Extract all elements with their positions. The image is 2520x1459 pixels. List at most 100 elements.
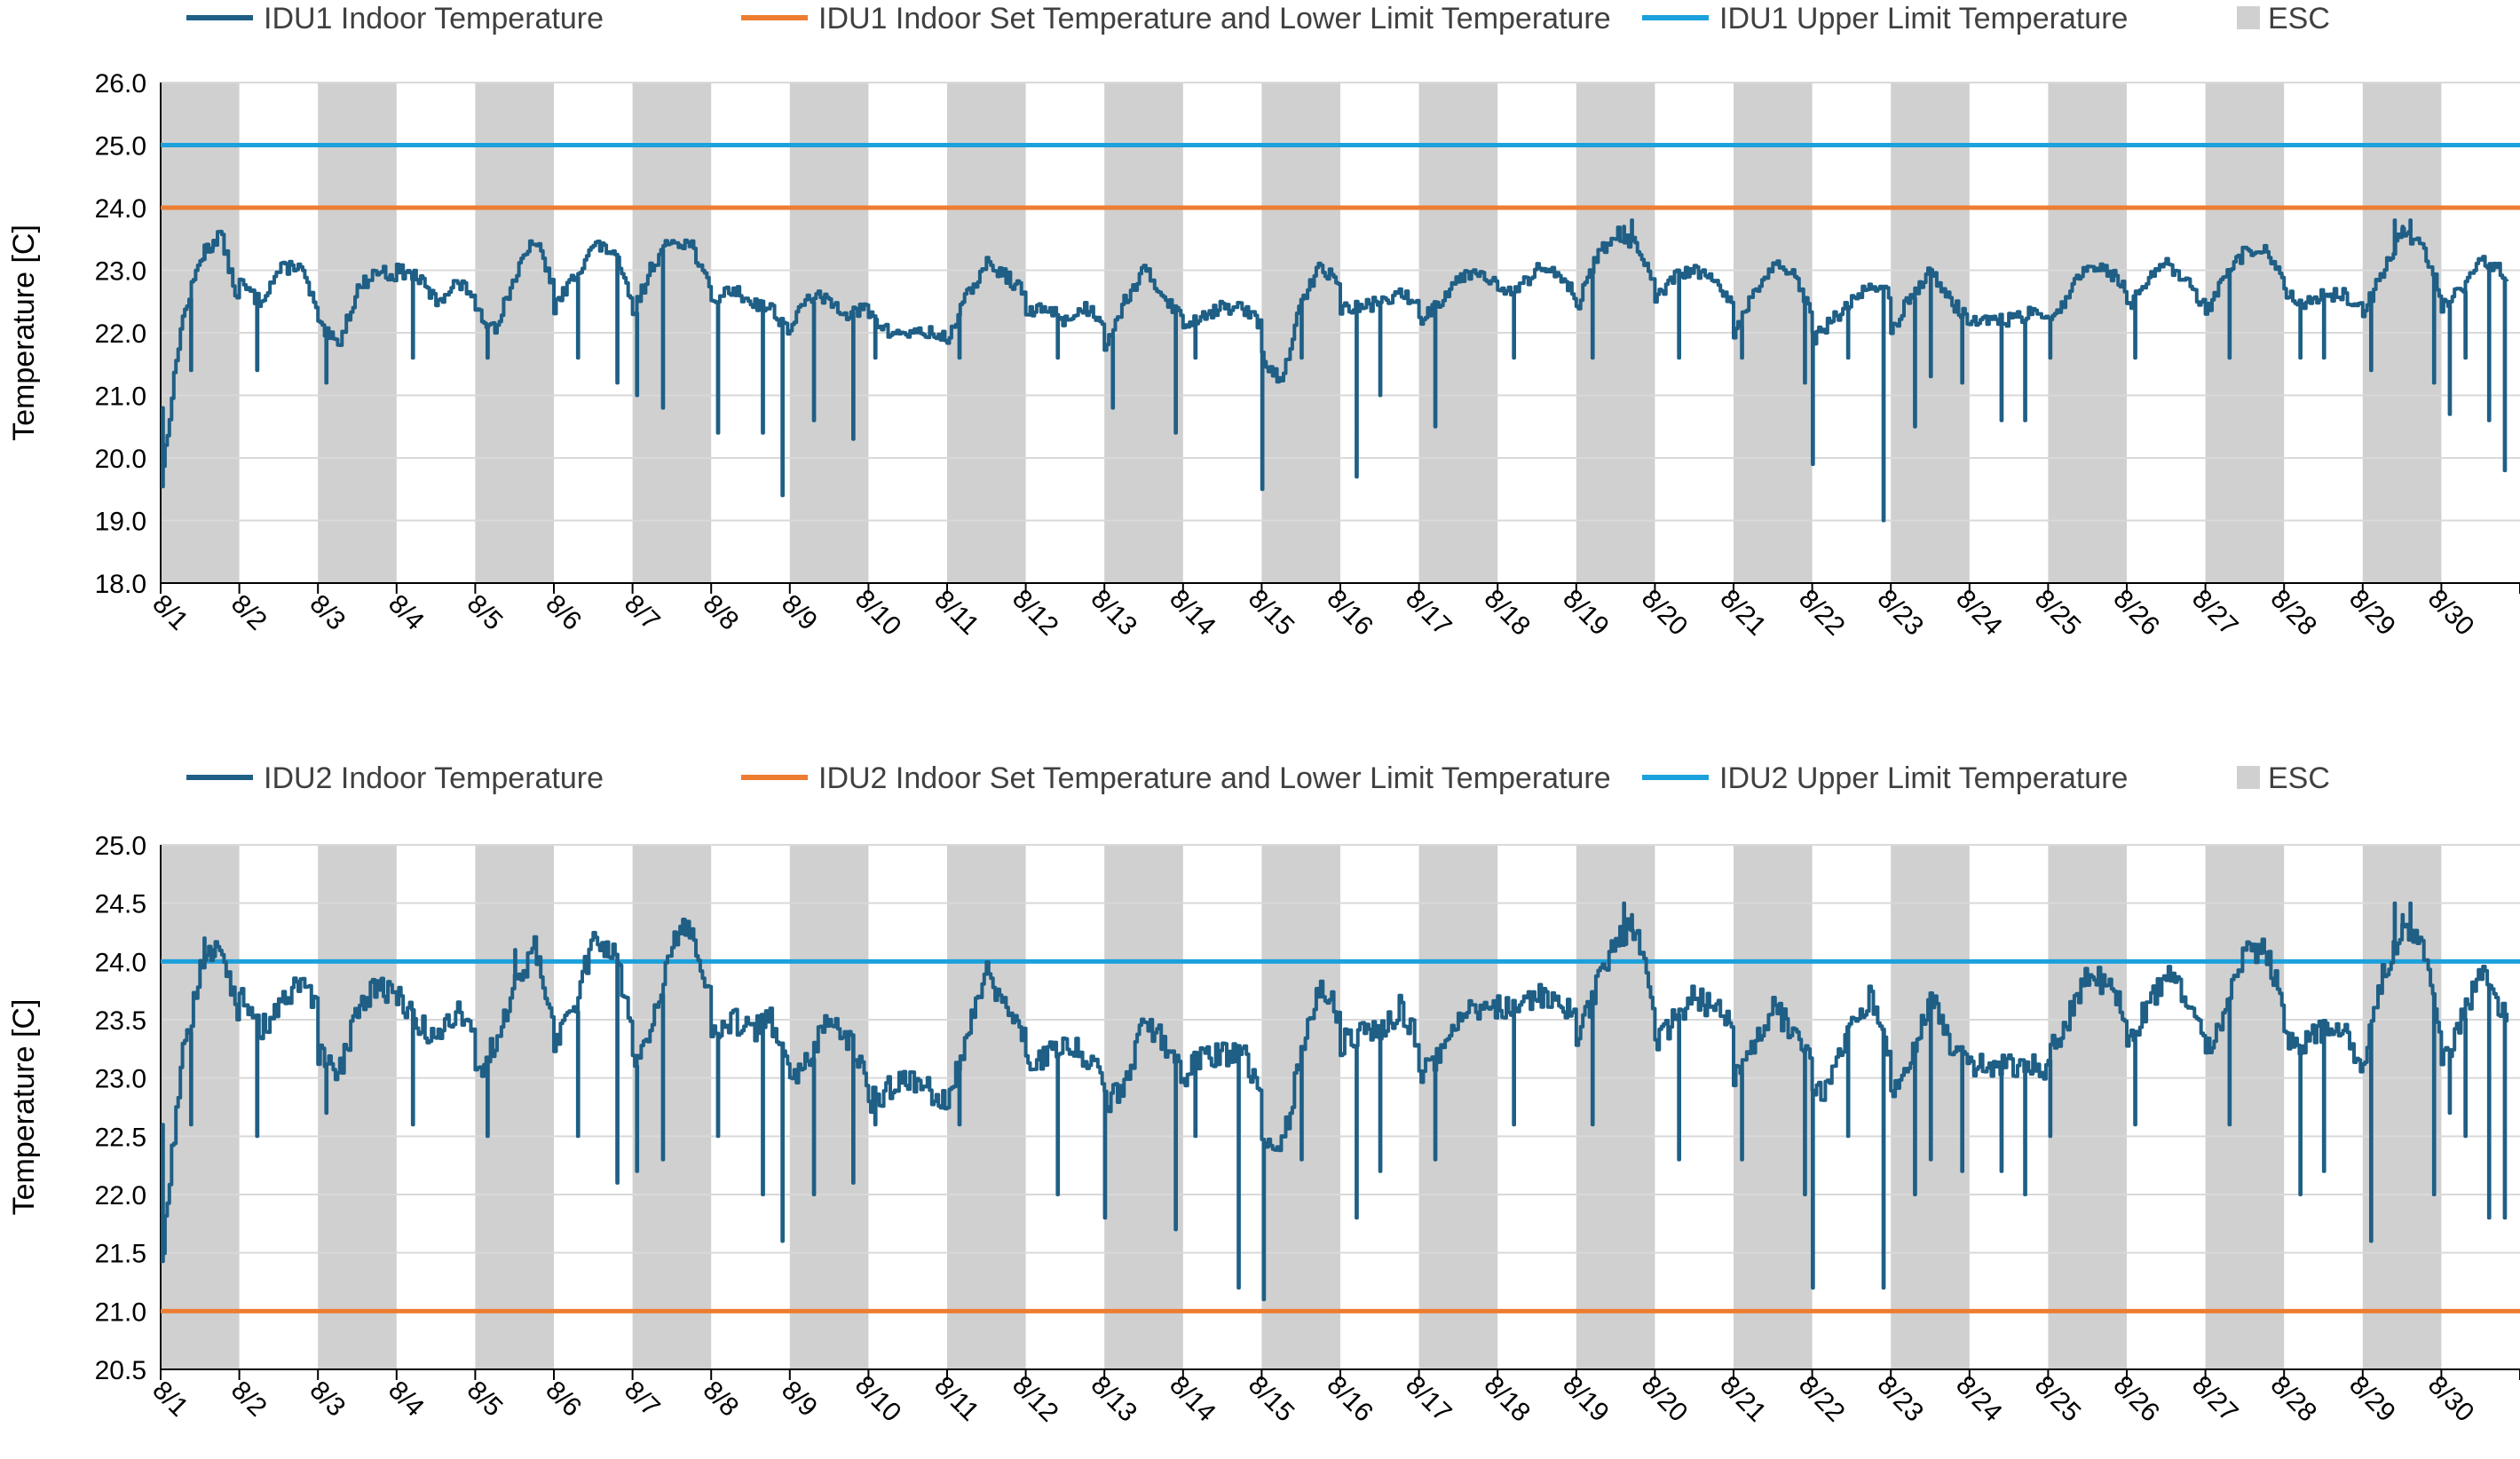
y-tick-label: 19.0 — [95, 508, 146, 537]
y-tick-label: 21.0 — [95, 382, 146, 412]
x-tick-label: 8/2 — [225, 1376, 273, 1423]
x-tick-label: 8/17 — [1400, 584, 1457, 642]
esc-band — [161, 845, 240, 1369]
x-tick-label: 8/22 — [1793, 584, 1851, 642]
esc-band — [1734, 845, 1813, 1369]
x-tick-label: 8/7 — [619, 1376, 666, 1423]
y-axis-label: Temperature [C] — [7, 999, 41, 1216]
x-tick-label: 8/3 — [304, 589, 352, 636]
x-tick-label: 8/3 — [304, 1376, 352, 1423]
x-tick-label: 8/19 — [1557, 1370, 1615, 1428]
x-tick-label: 8/26 — [2107, 584, 2165, 642]
x-tick-label: 8/13 — [1086, 1370, 1143, 1428]
legend-label: IDU1 Upper Limit Temperature — [1719, 2, 2128, 35]
x-tick-label: 8/11 — [928, 585, 984, 641]
x-tick-label: 8/27 — [2186, 584, 2244, 642]
esc-band — [2048, 845, 2127, 1369]
x-tick-label: 8/16 — [1321, 1370, 1378, 1428]
x-tick-label: 8/25 — [2029, 1370, 2087, 1428]
legend-label: ESC — [2268, 2, 2330, 35]
x-tick-label: 8/7 — [619, 589, 666, 636]
x-tick-label: 8/21 — [1714, 584, 1772, 642]
y-tick-label: 20.0 — [95, 445, 146, 474]
legend-swatch-esc — [2237, 766, 2260, 789]
y-tick-label: 24.0 — [95, 194, 146, 224]
x-tick-label: 8/16 — [1321, 584, 1378, 642]
x-tick-label: 8/8 — [698, 589, 745, 636]
x-tick-label: 8/4 — [383, 1376, 430, 1423]
y-tick-label: 18.0 — [95, 570, 146, 599]
y-tick-label: 24.0 — [95, 948, 146, 977]
x-tick-label: 8/6 — [540, 1376, 587, 1423]
x-tick-label: 8/28 — [2265, 584, 2323, 642]
y-tick-label: 21.5 — [95, 1240, 146, 1269]
x-tick-label: 8/4 — [383, 589, 430, 636]
x-tick-label: 8/26 — [2107, 1370, 2165, 1428]
y-tick-label: 26.0 — [95, 69, 146, 99]
x-tick-label: 8/15 — [1243, 584, 1300, 642]
chart-idu1: 18.0 19.0 20.0 21.0 22.0 23.0 24.0 25.0 26.0 Temp… — [7, 2, 2520, 642]
legend-label: IDU2 Upper Limit Temperature — [1719, 761, 2128, 795]
y-tick-label: 23.0 — [95, 257, 146, 287]
legend-label: IDU1 Indoor Temperature — [264, 2, 604, 35]
x-tick-label: 8/20 — [1636, 1370, 1694, 1428]
legend-label: IDU2 Indoor Set Temperature and Lower Li… — [818, 761, 1611, 795]
x-tick-label: 8/24 — [1950, 584, 2008, 642]
esc-band — [1104, 845, 1183, 1369]
x-tick-label: 8/29 — [2343, 584, 2401, 642]
x-tick-label: 8/8 — [698, 1376, 745, 1423]
chart-idu2: 20.5 21.0 21.5 22.0 22.5 23.0 23.5 24.0 24.5 25.0… — [7, 761, 2520, 1428]
esc-band — [1418, 845, 1498, 1369]
x-tick-label: 8/5 — [462, 1376, 509, 1423]
x-tick-label: 8/18 — [1479, 584, 1536, 642]
y-tick-label: 22.0 — [95, 319, 146, 349]
x-tick-label: 8/5 — [462, 589, 509, 636]
x-tick-label: 8/21 — [1714, 1370, 1772, 1428]
x-tick-label: 8/23 — [1872, 1370, 1930, 1428]
x-tick-label: 8/28 — [2265, 1370, 2323, 1428]
x-tick-label: 8/2 — [225, 589, 273, 636]
indoor-temperature-line — [160, 901, 2509, 1302]
x-tick-label: 8/12 — [1007, 584, 1064, 642]
x-tick-label: 8/17 — [1400, 1370, 1457, 1428]
x-tick-label: 8/1 — [146, 1376, 194, 1423]
x-tick-label: 8/23 — [1872, 584, 1930, 642]
x-tick-label: 8/25 — [2029, 584, 2087, 642]
x-tick-label: 8/20 — [1636, 584, 1694, 642]
x-tick-label: 8/14 — [1164, 1370, 1221, 1428]
x-tick-label: 8/30 — [2422, 1370, 2480, 1428]
x-tick-label: 8/29 — [2343, 1370, 2401, 1428]
x-tick-label: 8/27 — [2186, 1370, 2244, 1428]
x-tick-label: 8/19 — [1557, 584, 1615, 642]
legend-label: ESC — [2268, 761, 2330, 795]
y-axis-label: Temperature [C] — [7, 225, 41, 441]
x-tick-label: 8/30 — [2422, 584, 2480, 642]
legend-swatch-esc — [2237, 6, 2260, 29]
y-tick-label: 24.5 — [95, 890, 146, 919]
esc-band — [318, 845, 397, 1369]
x-tick-label: 8/24 — [1950, 1370, 2008, 1428]
indoor-temperature-line — [160, 218, 2509, 523]
esc-band — [1576, 845, 1655, 1369]
legend-label: IDU1 Indoor Set Temperature and Lower Li… — [818, 2, 1611, 35]
x-tick-label: 8/14 — [1164, 584, 1221, 642]
esc-band — [2205, 845, 2285, 1369]
x-tick-label: 8/18 — [1479, 1370, 1536, 1428]
y-tick-label: 25.0 — [95, 132, 146, 162]
y-tick-label: 23.0 — [95, 1065, 146, 1094]
esc-band — [632, 845, 712, 1369]
y-tick-label: 22.5 — [95, 1123, 146, 1152]
x-tick-label: 8/15 — [1243, 1370, 1300, 1428]
x-tick-label: 8/1 — [146, 589, 194, 636]
y-tick-label: 20.5 — [95, 1356, 146, 1385]
x-tick-label: 8/6 — [540, 589, 587, 636]
x-tick-label: 8/10 — [849, 584, 907, 642]
legend-label: IDU2 Indoor Temperature — [264, 761, 604, 795]
x-tick-label: 8/13 — [1086, 584, 1143, 642]
x-tick-label: 8/12 — [1007, 1370, 1064, 1428]
y-tick-label: 22.0 — [95, 1181, 146, 1211]
esc-band — [789, 845, 869, 1369]
y-tick-label: 21.0 — [95, 1297, 146, 1327]
x-tick-label: 8/11 — [928, 1371, 984, 1427]
